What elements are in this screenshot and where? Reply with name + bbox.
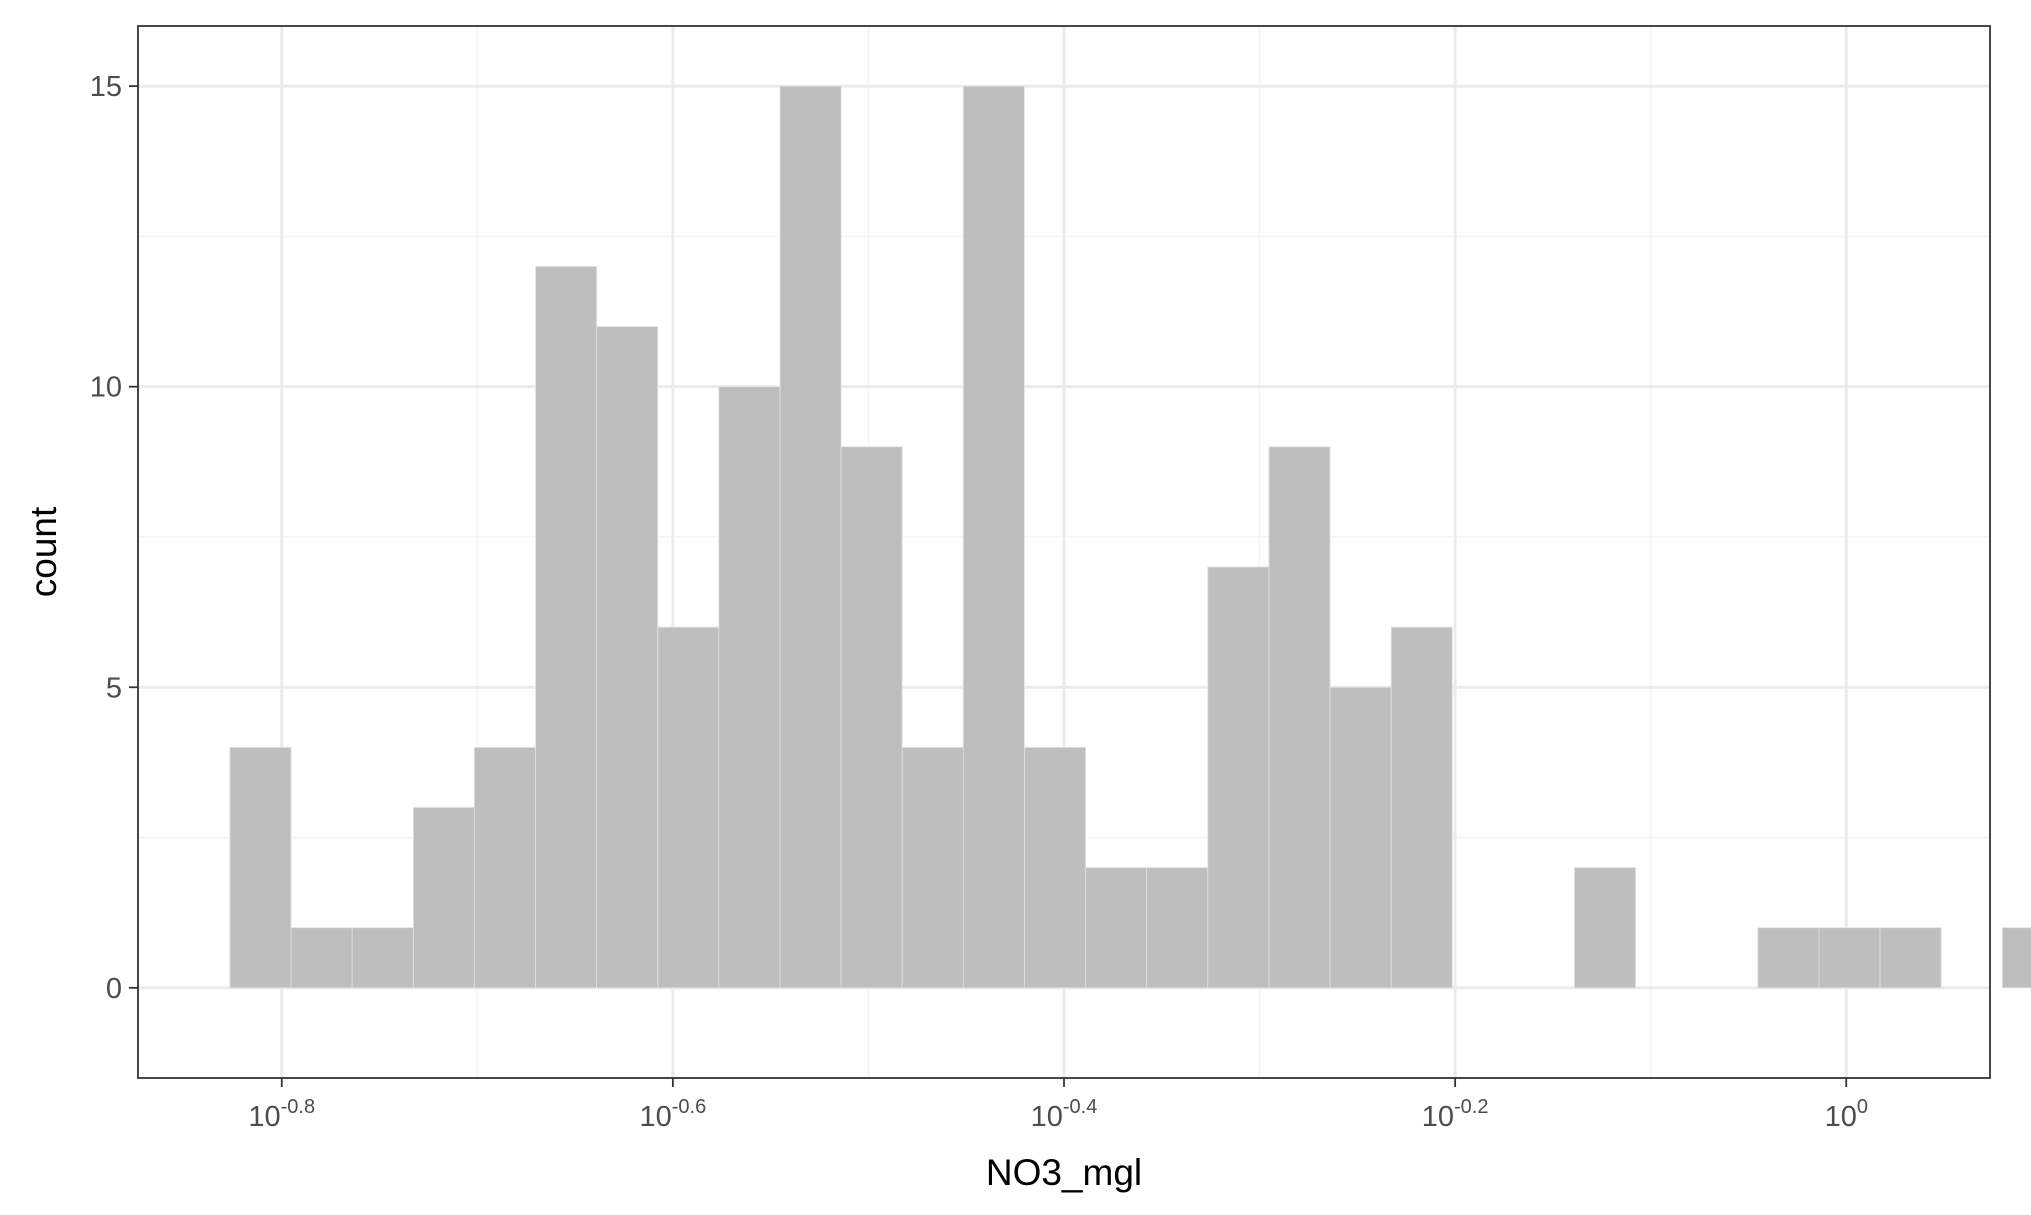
y-tick-label: 15 (90, 71, 122, 103)
histogram-bar (412, 807, 475, 989)
histogram-bar (718, 386, 781, 989)
y-axis-title: count (23, 506, 64, 597)
histogram-bar (1574, 867, 1636, 989)
x-axis-title: NO3_mgl (986, 1152, 1142, 1193)
x-tick-label: 10-0.6 (640, 1096, 707, 1133)
histogram-bar (1085, 867, 1148, 989)
y-axis-ticks: 0 5 10 15 (90, 71, 138, 1005)
x-tick-label: 10-0.4 (1031, 1096, 1098, 1133)
histogram-bar (1146, 867, 1209, 989)
histogram-bar (2001, 927, 2031, 989)
histogram-bar (290, 927, 353, 989)
histogram-bar (1024, 746, 1087, 989)
histogram-bar (229, 746, 292, 989)
y-tick-label: 0 (106, 973, 122, 1005)
histogram-bar (1879, 927, 1942, 989)
histogram-bar (1268, 446, 1331, 989)
histogram-bar (1207, 566, 1270, 989)
x-tick-label: 10-0.8 (248, 1096, 315, 1133)
x-axis-ticks: 10-0.8 10-0.6 10-0.4 10-0.2 100 (248, 1078, 1868, 1133)
y-tick-label: 5 (106, 672, 122, 704)
y-tick-label: 10 (90, 372, 122, 404)
histogram-bar (351, 927, 414, 989)
histogram-bar (962, 85, 1025, 989)
x-tick-label: 100 (1825, 1096, 1868, 1133)
histogram-bar (1329, 686, 1392, 989)
histogram-bar (1390, 626, 1453, 989)
histogram-bar (535, 266, 598, 989)
histogram-bar (473, 746, 536, 989)
histogram-bar (657, 626, 720, 989)
x-tick-label: 10-0.2 (1422, 1096, 1489, 1133)
histogram-bar (779, 85, 842, 989)
histogram-bar (840, 446, 903, 989)
histogram-bar (596, 326, 659, 989)
histogram-bars (229, 85, 2031, 989)
histogram-bar (1757, 927, 1820, 989)
histogram-bar (1818, 927, 1881, 989)
histogram-bar (901, 746, 964, 989)
